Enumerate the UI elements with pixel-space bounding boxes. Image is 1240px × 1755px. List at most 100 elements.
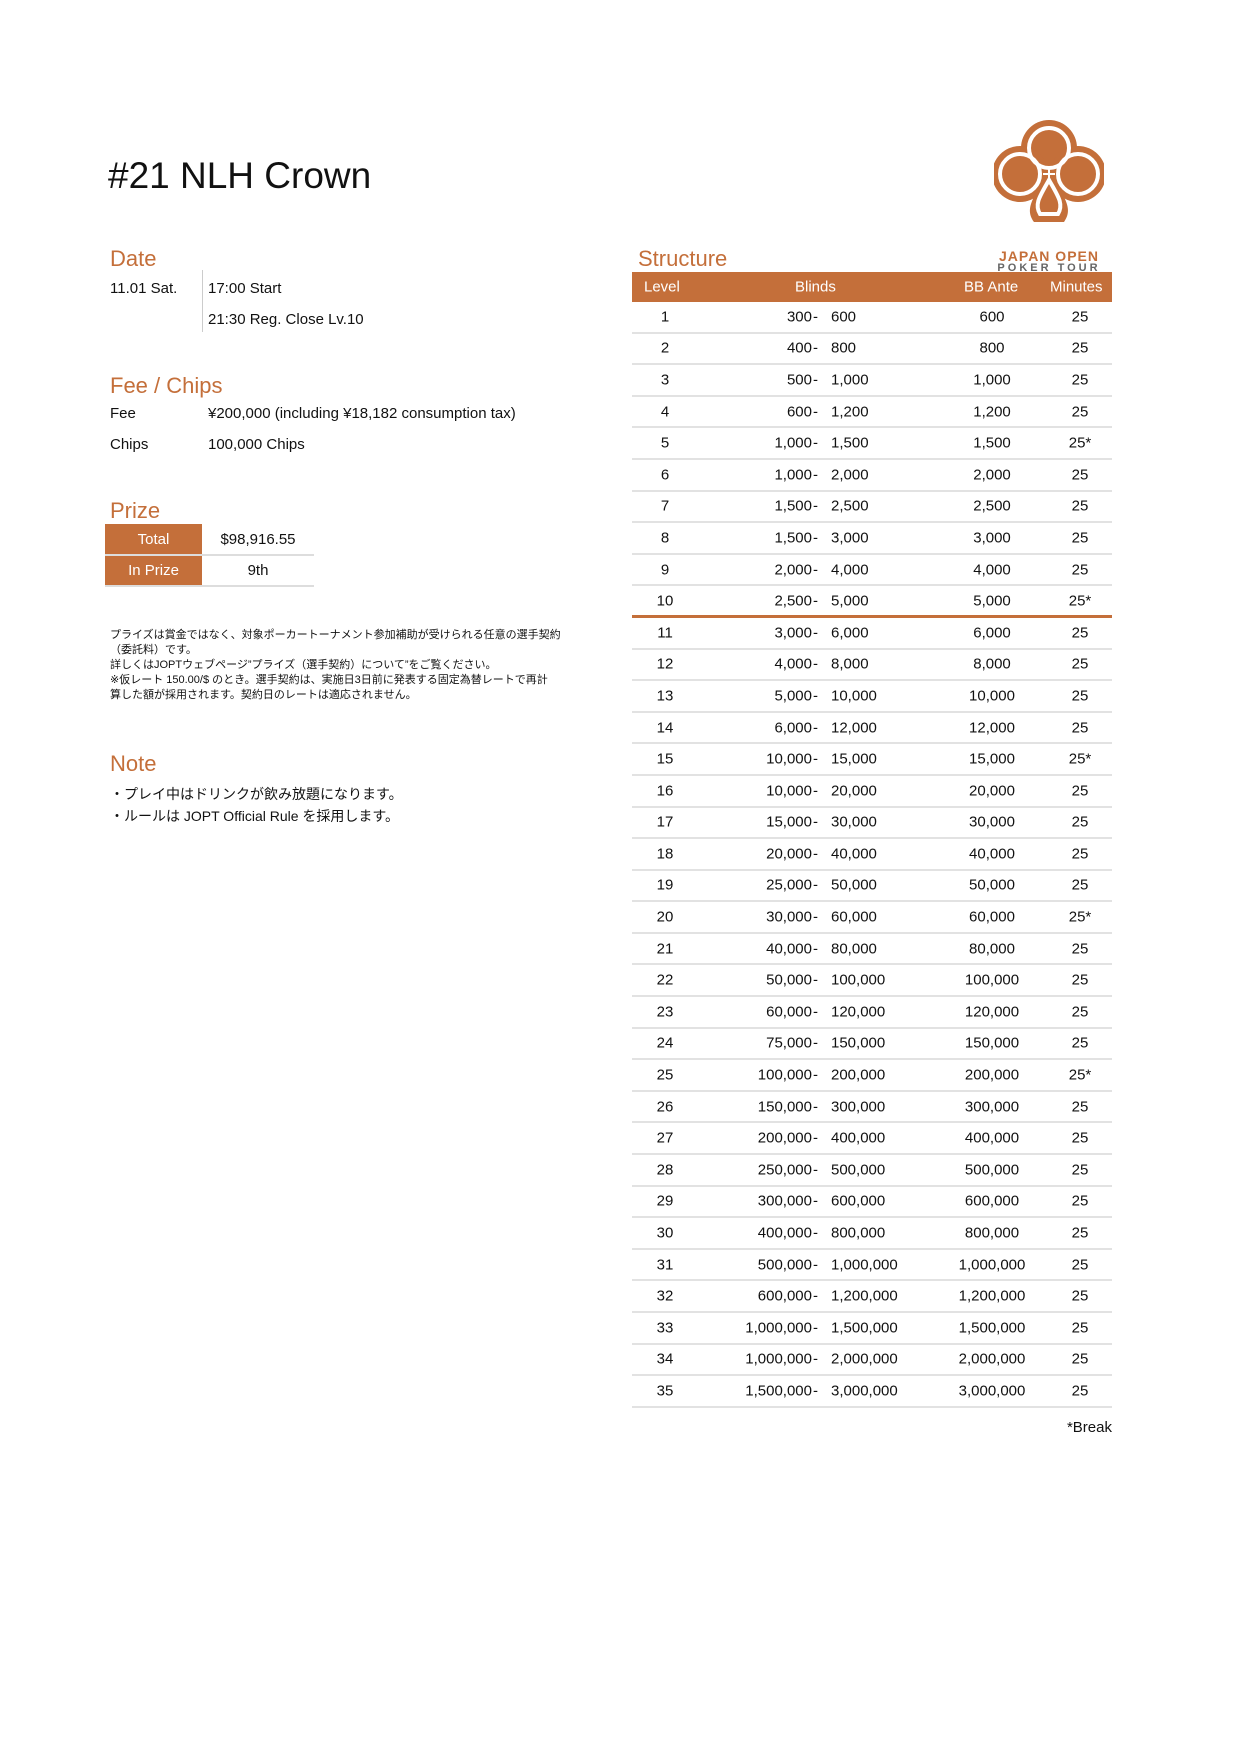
blind-separator: - [813,1161,818,1179]
level-value: 11 [657,624,673,642]
bb-ante: 50,000 [969,877,1038,894]
bb-ante: 600 [979,308,1017,325]
small-blind: 500 [786,371,812,389]
table-row: 30 400,000-800,000 800,000 25 [632,1218,1112,1250]
level-value: 25 [656,1066,674,1084]
minutes-value: 25 [1071,845,1089,863]
bb-ante-value: 800 [979,339,1005,357]
small-blind: 600 [786,403,812,421]
bb-ante-value: 1,500,000 [958,1319,1026,1337]
big-blind: 3,000,000 [831,1382,898,1400]
minutes: 25 [1072,498,1097,515]
note-heading: Note [110,751,157,776]
page-title: #21 NLH Crown [108,155,372,196]
level-value: 34 [656,1350,674,1368]
bb-ante: 12,000 [969,719,1038,736]
total-label: Total [105,524,202,556]
bb-ante: 120,000 [965,1003,1046,1020]
bb-ante-value: 800,000 [964,1224,1020,1242]
big-blind: 1,500,000 [831,1319,898,1337]
bb-ante: 200,000 [965,1067,1046,1084]
table-row: 25 100,000-200,000 200,000 25* [632,1060,1112,1092]
bb-ante: 1,200 [973,403,1030,420]
disclaimer-line: ※仮レート 150.00/$ のとき。選手契約は、実施日3日前に発表する固定為替… [110,674,548,686]
table-row: 6 1,000-2,000 2,000 25 [632,460,1112,492]
level-value: 2 [660,339,670,357]
minutes: 25 [1072,1256,1097,1273]
inprize-label: In Prize [105,555,202,587]
bb-ante: 6,000 [973,624,1030,641]
minutes: 25 [1072,340,1097,357]
minutes-value: 25* [1068,908,1092,926]
blind-separator: - [813,1350,818,1368]
minutes-value: 25 [1071,1350,1089,1368]
minutes-value: 25 [1071,624,1089,642]
table-row: 3 500-1,000 1,000 25 [632,365,1112,397]
minutes: 25 [1072,1098,1097,1115]
blind-separator: - [813,813,818,831]
note-item: ・プレイ中はドリンクが飲み放題になります。 [110,786,403,802]
minutes-value: 25 [1071,1287,1089,1305]
blind-separator: - [813,655,818,673]
table-row: 13 5,000-10,000 10,000 25 [632,681,1112,713]
bb-ante: 5,000 [973,592,1030,609]
small-blind: 10,000 [766,782,812,800]
big-blind: 1,500 [831,434,869,452]
minutes-value: 25 [1071,308,1089,326]
col-minutes: Minutes [1050,278,1103,296]
minutes-value: 25 [1071,1034,1089,1052]
minutes-value: 25 [1071,339,1089,357]
small-blind: 40,000 [766,940,812,958]
small-blind: 6,000 [774,719,812,737]
minutes-value: 25 [1071,782,1089,800]
structure-heading: Structure [638,246,728,271]
table-row: 32 600,000-1,200,000 1,200,000 25 [632,1281,1112,1313]
blind-separator: - [813,1129,818,1147]
bb-ante: 15,000 [969,751,1038,768]
minutes: 25 [1072,624,1097,641]
minutes-value: 25 [1071,1224,1089,1242]
blind-separator: - [813,529,818,547]
table-row: 27 200,000-400,000 400,000 25 [632,1123,1112,1156]
small-blind: 1,000,000 [745,1350,812,1368]
big-blind: 4,000 [831,561,869,579]
minutes-value: 25 [1071,1003,1089,1021]
big-blind: 50,000 [831,876,877,894]
bb-ante-value: 120,000 [964,1003,1020,1021]
level-value: 27 [656,1129,674,1147]
table-row: 22 50,000-100,000 100,000 25 [632,965,1112,998]
table-row: 20 30,000-60,000 60,000 25* [632,902,1112,934]
blind-separator: - [813,624,818,642]
minutes-value: 25 [1071,371,1089,389]
minutes-value: 25* [1068,592,1092,610]
blind-separator: - [813,1098,818,1116]
reg-close: 21:30 Reg. Close Lv.10 [208,311,364,328]
minutes: 25 [1072,656,1097,673]
table-row: 9 2,000-4,000 4,000 25 [632,555,1112,587]
bb-ante: 3,000 [973,529,1030,546]
bb-ante-value: 30,000 [969,813,1015,831]
fee-heading: Fee / Chips [110,373,223,398]
bb-ante-value: 10,000 [969,687,1015,705]
minutes: 25 [1072,687,1097,704]
big-blind: 1,200 [831,403,869,421]
big-blind: 800,000 [831,1224,886,1242]
bb-ante-value: 12,000 [969,719,1015,737]
logo-text-line1: JAPAN OPEN [999,248,1099,264]
small-blind: 50,000 [766,971,812,989]
minutes: 25 [1072,845,1097,862]
small-blind: 250,000 [757,1161,812,1179]
big-blind: 5,000 [831,592,869,610]
small-blind: 15,000 [766,813,812,831]
table-row: 26 150,000-300,000 300,000 25 [632,1092,1112,1124]
table-row: 10 2,500-5,000 5,000 25* [632,586,1112,618]
level-value: 8 [660,529,670,547]
minutes: 25* [1069,435,1103,452]
table-row: 5 1,000-1,500 1,500 25* [632,428,1112,460]
fee-value: ¥200,000 (including ¥18,182 consumption … [208,405,516,422]
minutes-value: 25 [1071,1256,1089,1274]
table-row: 2 400-800 800 25 [632,334,1112,366]
level-value: 32 [656,1287,674,1305]
bb-ante-value: 20,000 [969,782,1015,800]
small-blind: 500,000 [757,1256,812,1274]
